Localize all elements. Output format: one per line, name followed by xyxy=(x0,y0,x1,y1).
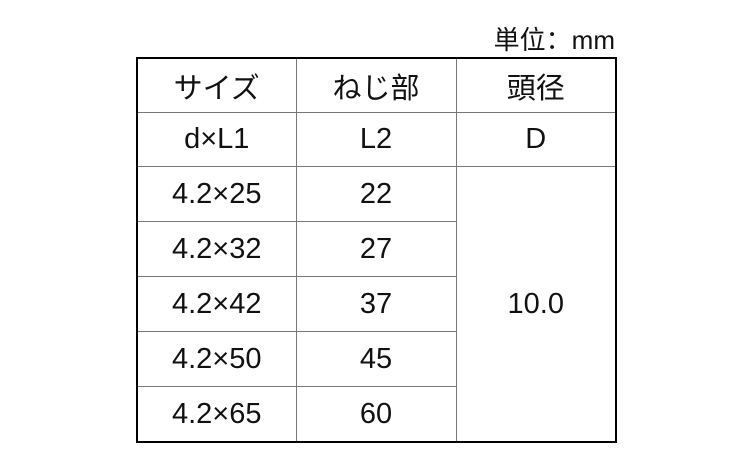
size-cell: 4.2×50 xyxy=(136,331,297,387)
subheader-row: d×L1 L2 D xyxy=(136,112,617,167)
size-cell: 4.2×65 xyxy=(136,386,297,443)
thread-cell: 37 xyxy=(295,276,457,332)
spec-table: サイズ ねじ部 頭径 d×L1 L2 D 4.2×25 22 10.0 4.2×… xyxy=(136,57,617,443)
header-thread: ねじ部 xyxy=(295,57,457,113)
thread-cell: 45 xyxy=(295,331,457,387)
size-cell: 4.2×42 xyxy=(136,276,297,332)
size-cell: 4.2×25 xyxy=(136,166,297,222)
table-row: 4.2×50 45 xyxy=(136,331,616,387)
unit-label: 単位：mm xyxy=(493,25,615,55)
thread-cell: 22 xyxy=(295,166,457,222)
header-size: サイズ xyxy=(136,57,297,113)
head-diameter-cell: 10.0 xyxy=(455,166,617,443)
table-row: 4.2×32 27 xyxy=(136,221,616,277)
thread-cell: 60 xyxy=(295,386,457,443)
subheader-size: d×L1 xyxy=(136,112,297,167)
thread-cell: 27 xyxy=(295,221,457,277)
table-row: 4.2×65 60 xyxy=(136,386,616,443)
size-cell: 4.2×32 xyxy=(136,221,297,277)
table-row: 4.2×25 22 10.0 xyxy=(136,166,617,443)
subheader-head-diameter: D xyxy=(455,112,617,167)
header-head-diameter: 頭径 xyxy=(455,57,617,113)
header-row: サイズ ねじ部 頭径 xyxy=(136,57,617,113)
subheader-thread: L2 xyxy=(295,112,457,167)
